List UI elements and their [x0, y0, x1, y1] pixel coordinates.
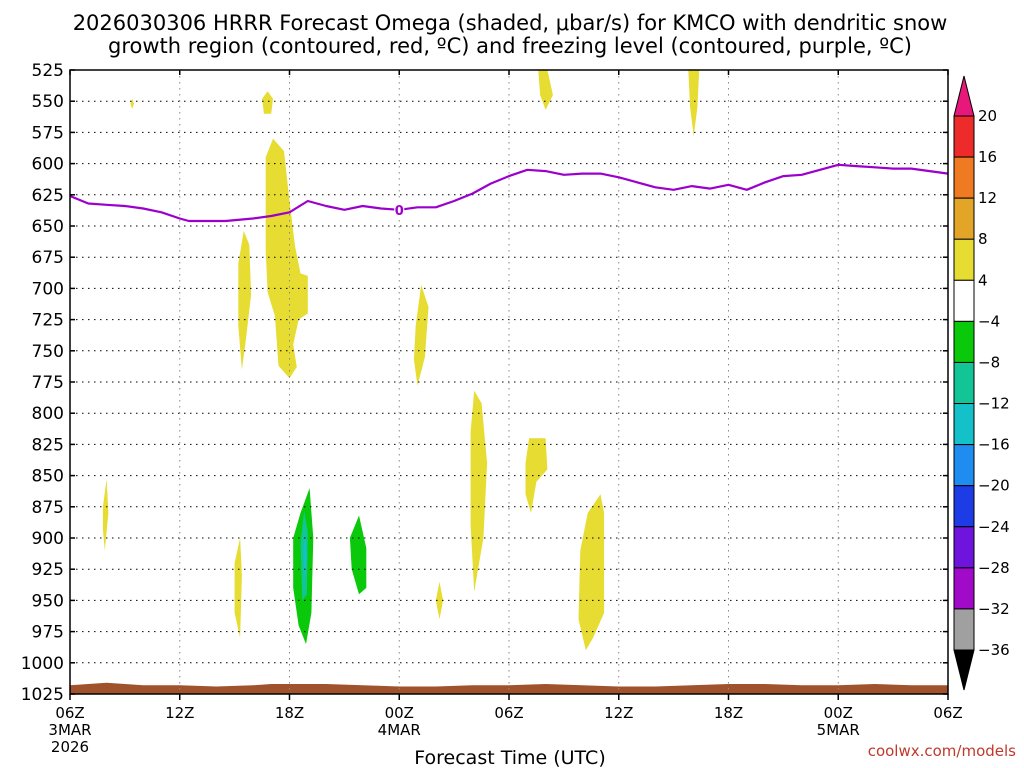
colorbar-label-7: −12	[978, 395, 1010, 413]
colorbar-label-11: −28	[978, 559, 1010, 577]
y-tick-label-8: 725	[32, 311, 64, 331]
colorbar-label-1: 16	[978, 148, 997, 166]
colorbar-bin-3	[953, 238, 975, 281]
colorbar-label-12: −32	[978, 600, 1010, 618]
freezing-level-label-bg	[394, 201, 405, 217]
colorbar-label-9: −20	[978, 477, 1010, 495]
y-tick-label-11: 800	[32, 404, 64, 424]
omega-region-12	[435, 581, 444, 620]
y-tick-label-1: 550	[32, 92, 64, 112]
y-tick-label-16: 925	[32, 560, 64, 580]
y-tick-label-15: 900	[32, 529, 64, 549]
colorbar-bin-6	[953, 361, 975, 405]
colorbar-bin-0	[953, 115, 975, 158]
colorbar-label-6: −8	[978, 353, 1000, 371]
y-tick-label-19: 1000	[21, 654, 64, 674]
omega-region-1	[130, 98, 134, 109]
x-tick-label-3: 00Z	[385, 704, 414, 722]
y-tick-label-17: 950	[32, 591, 64, 611]
x-tick-label-1: 12Z	[165, 704, 194, 722]
y-tick-label-5: 650	[32, 217, 64, 237]
y-tick-label-10: 775	[32, 373, 64, 393]
y-tick-label-20: 1025	[21, 685, 64, 705]
y-tick-label-3: 600	[32, 155, 64, 175]
colorbar-bin-5	[953, 320, 975, 363]
omega-region-11	[234, 538, 242, 638]
x-tick-label-8: 06Z	[933, 704, 962, 722]
colorbar-bottom-arrow	[953, 649, 975, 691]
omega-region-15	[382, 494, 407, 651]
x-tick-label-0: 06Z	[55, 704, 84, 722]
x-tick-label-2: 18Z	[275, 704, 304, 722]
colorbar: 20 16 12 8 4 −4 −8 −12 −16 −20 −24 −28 −32 −36	[953, 75, 1010, 691]
x-tick-label-6: 18Z	[714, 704, 743, 722]
y-tick-label-13: 850	[32, 467, 64, 487]
freezing-level-line	[69, 163, 949, 223]
x-axis-label: Forecast Time (UTC)	[414, 747, 605, 768]
omega-region-18	[349, 515, 367, 595]
colorbar-label-4: 4	[978, 271, 988, 289]
colorbar-label-3: 8	[978, 230, 988, 248]
x-date-label-0: 3MAR	[48, 721, 91, 739]
colorbar-bin-8	[953, 444, 975, 487]
omega-region-4	[265, 138, 308, 379]
plot-area: 0 525 550 575 600 625 650 675 700 725 750 775 800 825…	[21, 61, 963, 756]
x-date-label-3: 4MAR	[378, 721, 421, 739]
colorbar-label-5: −4	[978, 312, 1000, 330]
colorbar-label-8: −16	[978, 436, 1010, 454]
omega-region-6	[413, 284, 429, 386]
chart-title-line1: 2026030306 HRRR Forecast Omega (shaded, …	[73, 11, 948, 35]
colorbar-bin-10	[953, 526, 975, 569]
colorbar-bin-1	[953, 156, 975, 199]
omega-region-0	[262, 91, 273, 114]
omega-region-9	[525, 438, 548, 513]
omega-region-16	[772, 488, 797, 626]
x-tick-label-5: 12Z	[604, 704, 633, 722]
omega-region-10	[578, 494, 605, 651]
colorbar-top-arrow	[953, 75, 975, 117]
colorbar-label-0: 20	[978, 107, 997, 125]
omega-region-5	[238, 231, 252, 370]
omega-region-7	[102, 479, 109, 551]
y-tick-label-4: 625	[32, 186, 64, 206]
colorbar-bin-7	[953, 403, 975, 446]
colorbar-label-10: −24	[978, 518, 1010, 536]
omega-region-8	[470, 390, 488, 592]
y-tick-label-9: 750	[32, 342, 64, 362]
colorbar-bin-4	[953, 279, 975, 322]
colorbar-bin-2	[953, 197, 975, 240]
chart-title-line2: growth region (contoured, red, ºC) and f…	[108, 34, 912, 58]
colorbar-bin-11	[953, 567, 975, 610]
x-tick-label-4: 06Z	[494, 704, 523, 722]
omega-region-2	[538, 70, 553, 110]
omega-region-20	[303, 535, 307, 582]
y-tick-label-18: 975	[32, 623, 64, 643]
y-tick-label-7: 700	[32, 279, 64, 299]
colorbar-bin-12	[953, 608, 975, 651]
colorbar-label-13: −36	[978, 641, 1010, 659]
y-tick-label-6: 675	[32, 248, 64, 268]
y-tick-label-12: 825	[32, 435, 64, 455]
freezing-level-label: 0	[395, 204, 404, 219]
y-tick-label-2: 575	[32, 123, 64, 143]
colorbar-bin-9	[953, 485, 975, 528]
x-tick-label-7: 00Z	[824, 704, 853, 722]
x-date-label-7: 5MAR	[817, 721, 860, 739]
y-tick-label-0: 525	[32, 61, 64, 81]
y-tick-label-14: 875	[32, 498, 64, 518]
omega-region-3	[688, 70, 700, 137]
watermark: coolwx.com/models	[868, 742, 1016, 760]
x-year-label-0: 2026	[51, 738, 89, 756]
colorbar-label-2: 12	[978, 189, 997, 207]
